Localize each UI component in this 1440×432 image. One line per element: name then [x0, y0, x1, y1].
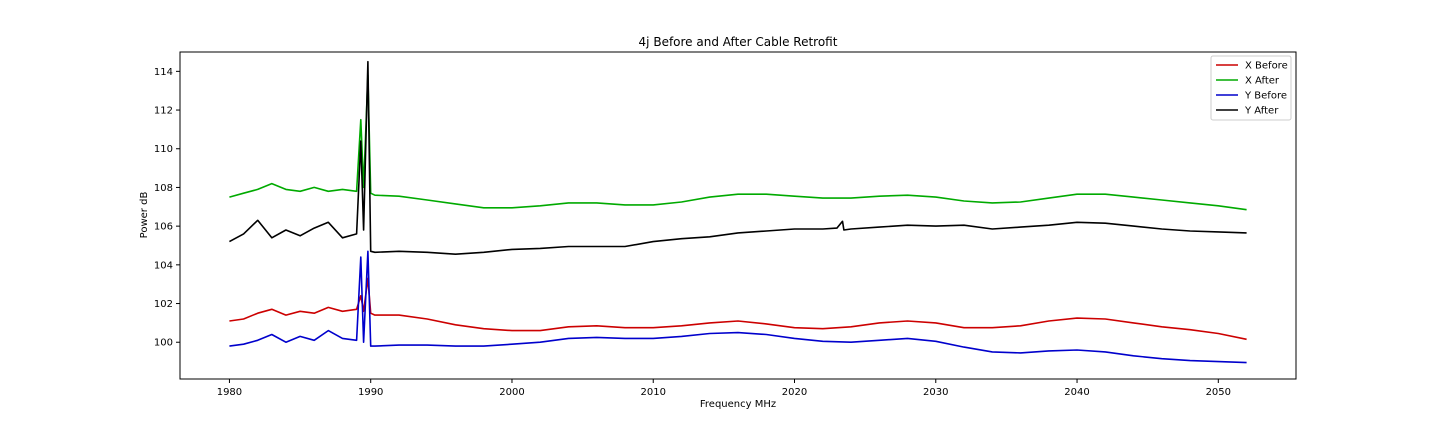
x-tick-label: 1990	[358, 387, 383, 398]
y-tick-label: 106	[154, 222, 173, 233]
x-tick-label: 2040	[1064, 387, 1089, 398]
series-line-y-after	[229, 60, 1247, 255]
x-axis-label: Frequency MHz	[700, 399, 776, 410]
x-tick-label: 2030	[923, 387, 948, 398]
x-axis: 1980 1990 2000 2010 2020 2030 2040 2050	[217, 379, 1231, 398]
series-line-x-after	[229, 74, 1247, 211]
plot-frame	[179, 51, 1297, 380]
y-tick-label: 100	[154, 338, 173, 349]
legend: X Before X After Y Before Y After	[1210, 55, 1292, 121]
y-tick-label: 112	[154, 106, 173, 117]
y-tick-label: 110	[154, 144, 173, 155]
y-tick-label: 102	[154, 299, 173, 310]
y-tick-label: 108	[154, 183, 173, 194]
series-line-y-before	[229, 250, 1247, 364]
x-tick-label: 2000	[499, 387, 524, 398]
x-tick-label: 1980	[217, 387, 242, 398]
legend-label-y-before: Y Before	[1244, 91, 1287, 102]
legend-box	[1210, 55, 1292, 121]
y-tick-label: 114	[154, 67, 173, 78]
y-axis-label: Power dB	[139, 192, 150, 239]
y-axis: 100 102 104 106 108 110 112 114	[154, 67, 180, 349]
legend-label-x-after: X After	[1245, 76, 1280, 87]
series-line-x-before	[229, 277, 1247, 341]
y-tick-label: 104	[154, 260, 173, 271]
series-layer	[229, 60, 1247, 364]
x-tick-label: 2020	[782, 387, 807, 398]
legend-label-x-before: X Before	[1245, 61, 1288, 72]
legend-label-y-after: Y After	[1244, 106, 1279, 117]
x-tick-label: 2010	[641, 387, 666, 398]
chart-title: 4j Before and After Cable Retrofit	[639, 35, 838, 49]
x-tick-label: 2050	[1206, 387, 1231, 398]
